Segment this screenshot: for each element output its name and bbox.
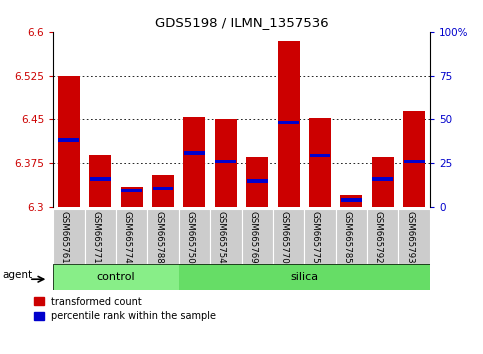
Bar: [273, 209, 304, 264]
Bar: [90, 177, 111, 181]
Bar: [278, 121, 299, 124]
Bar: [210, 209, 242, 264]
Bar: [116, 209, 147, 264]
Bar: [341, 195, 362, 207]
Bar: [341, 198, 362, 202]
Text: control: control: [97, 272, 135, 282]
Bar: [398, 209, 430, 264]
Bar: [215, 120, 237, 207]
Bar: [58, 76, 80, 207]
Bar: [184, 116, 205, 207]
Bar: [372, 158, 394, 207]
Bar: [153, 187, 173, 190]
Text: GSM665770: GSM665770: [280, 211, 289, 264]
Bar: [242, 209, 273, 264]
Bar: [403, 111, 425, 207]
Bar: [372, 177, 393, 181]
Bar: [89, 155, 111, 207]
Legend: transformed count, percentile rank within the sample: transformed count, percentile rank withi…: [34, 297, 216, 321]
Text: agent: agent: [2, 270, 32, 280]
Bar: [53, 264, 179, 290]
Text: GSM665788: GSM665788: [154, 211, 163, 264]
Bar: [147, 209, 179, 264]
Text: GSM665775: GSM665775: [311, 211, 320, 264]
Bar: [247, 179, 268, 183]
Bar: [152, 175, 174, 207]
Text: GSM665769: GSM665769: [248, 211, 257, 264]
Text: silica: silica: [290, 272, 318, 282]
Bar: [336, 209, 367, 264]
Bar: [367, 209, 398, 264]
Bar: [121, 187, 142, 207]
Bar: [179, 264, 430, 290]
Title: GDS5198 / ILMN_1357536: GDS5198 / ILMN_1357536: [155, 16, 328, 29]
Bar: [309, 118, 331, 207]
Bar: [215, 160, 236, 163]
Text: GSM665754: GSM665754: [217, 211, 226, 264]
Text: GSM665771: GSM665771: [91, 211, 100, 264]
Bar: [304, 209, 336, 264]
Bar: [404, 160, 425, 163]
Bar: [53, 209, 85, 264]
Text: GSM665761: GSM665761: [60, 211, 69, 264]
Bar: [184, 151, 205, 155]
Bar: [278, 41, 299, 207]
Text: GSM665793: GSM665793: [405, 211, 414, 264]
Bar: [85, 209, 116, 264]
Bar: [310, 154, 330, 158]
Bar: [246, 158, 268, 207]
Bar: [58, 138, 79, 142]
Text: GSM665785: GSM665785: [342, 211, 352, 264]
Bar: [179, 209, 210, 264]
Text: GSM665750: GSM665750: [185, 211, 194, 264]
Text: GSM665792: GSM665792: [374, 211, 383, 264]
Bar: [121, 189, 142, 193]
Text: GSM665774: GSM665774: [123, 211, 131, 264]
